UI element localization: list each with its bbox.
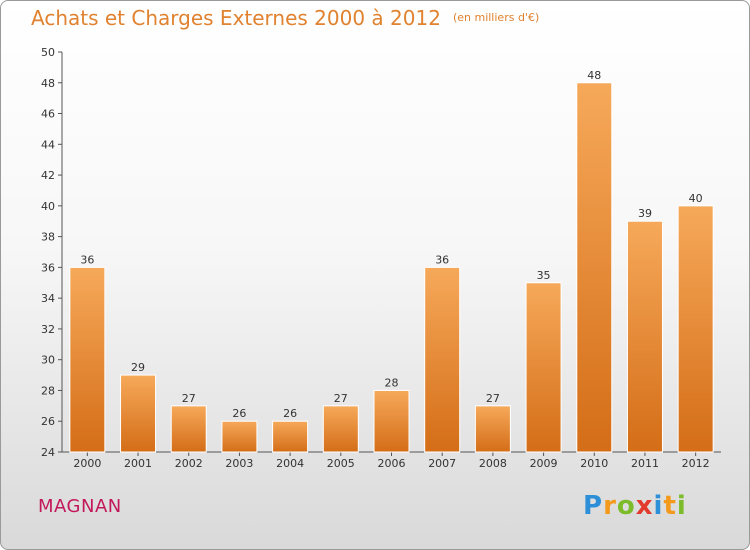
data-label-2008: 27	[486, 392, 500, 405]
data-label-2011: 39	[638, 207, 652, 220]
data-label-2001: 29	[131, 361, 145, 374]
data-label-2002: 27	[182, 392, 196, 405]
labels: 36 29 27 26 26 27 28 36 27 35 48 39 40	[80, 69, 702, 420]
data-label-2003: 26	[232, 407, 246, 420]
y-tick-label: 50	[41, 46, 55, 59]
x-tick-label-2009: 2009	[530, 457, 558, 470]
y-tick-label: 28	[41, 384, 55, 397]
bar-2007	[424, 266, 461, 453]
y-tick-label: 26	[41, 415, 55, 428]
x-tick-label-2006: 2006	[378, 457, 406, 470]
chart-title: Achats et Charges Externes 2000 à 2012 (e…	[31, 6, 539, 30]
x-tick-label-2004: 2004	[276, 457, 304, 470]
axes: 24 26 28 30 32 34 36 38 40 42 44 46 48 50 2000 2001 2002…	[41, 46, 721, 470]
chart-title-text: Achats et Charges Externes 2000 à 2012	[31, 6, 441, 30]
y-tick-label: 48	[41, 77, 55, 90]
x-tick-label-2001: 2001	[124, 457, 152, 470]
bar-2010	[576, 82, 613, 453]
y-tick-label: 42	[41, 169, 55, 182]
y-tick-label: 36	[41, 261, 55, 274]
x-tick-label-2007: 2007	[428, 457, 456, 470]
bar-2009	[525, 282, 562, 453]
bar-2008	[474, 405, 511, 453]
y-tick-label: 32	[41, 323, 55, 336]
data-label-2009: 35	[537, 269, 551, 282]
y-tick-label: 24	[41, 446, 55, 459]
data-label-2007: 36	[435, 253, 449, 266]
bar-2006	[373, 389, 410, 453]
x-tick-label-2008: 2008	[479, 457, 507, 470]
x-tick-label-2003: 2003	[225, 457, 253, 470]
bar-2011	[626, 220, 663, 453]
x-tick-label-2005: 2005	[327, 457, 355, 470]
y-tick-label: 34	[41, 292, 55, 305]
y-tick-label: 38	[41, 231, 55, 244]
proxiti-logo: Proxiti	[583, 491, 687, 521]
bar-2012	[677, 205, 714, 453]
data-label-2005: 27	[334, 392, 348, 405]
data-label-2010: 48	[587, 69, 601, 82]
bar-2004	[272, 420, 309, 453]
bar-2005	[322, 405, 359, 453]
chart-unit: (en milliers d'€)	[452, 11, 540, 24]
x-tick-label-2011: 2011	[631, 457, 659, 470]
bar-2002	[170, 405, 207, 453]
bar-2000	[69, 266, 106, 453]
bar-2003	[221, 420, 258, 453]
y-tick-label: 46	[41, 108, 55, 121]
data-label-2012: 40	[689, 192, 703, 205]
bar-2001	[120, 374, 157, 453]
data-label-2006: 28	[385, 376, 399, 389]
y-tick-label: 30	[41, 354, 55, 367]
bars	[69, 82, 714, 453]
x-tick-label-2012: 2012	[682, 457, 710, 470]
x-tick-label-2000: 2000	[73, 457, 101, 470]
commune-name: MAGNAN	[38, 496, 122, 517]
data-label-2004: 26	[283, 407, 297, 420]
y-tick-label: 40	[41, 200, 55, 213]
x-tick-label-2010: 2010	[580, 457, 608, 470]
y-tick-label: 44	[41, 138, 55, 151]
x-tick-label-2002: 2002	[175, 457, 203, 470]
data-label-2000: 36	[80, 253, 94, 266]
